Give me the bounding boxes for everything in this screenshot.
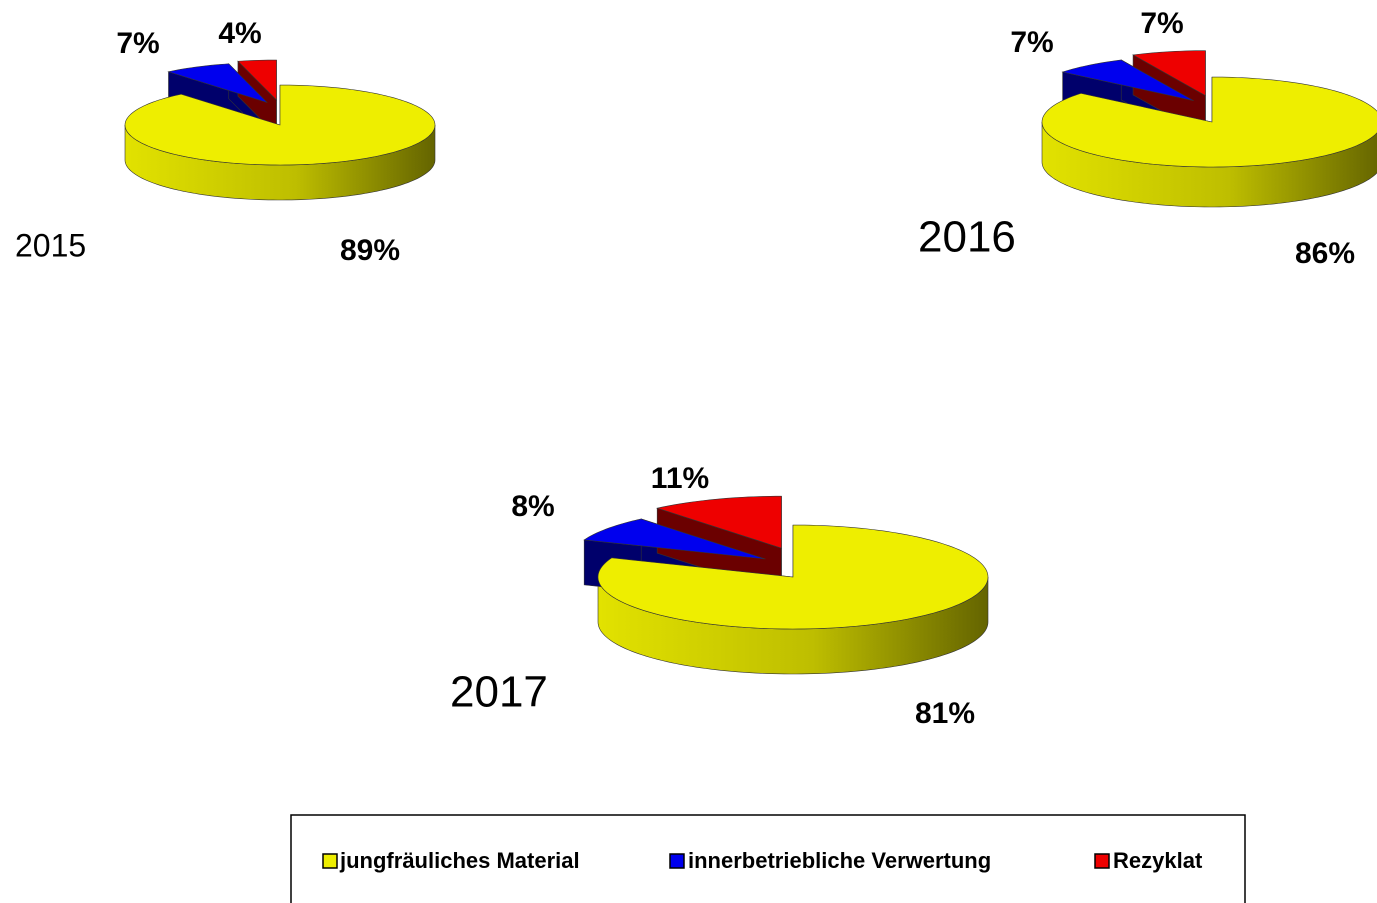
slice xyxy=(583,518,766,560)
data-label: 11% xyxy=(651,462,709,495)
legend-label: Rezyklat xyxy=(1113,848,1203,873)
legend-label: jungfräuliches Material xyxy=(339,848,580,873)
data-label: 81% xyxy=(915,697,975,730)
slice xyxy=(1132,50,1206,97)
slice xyxy=(656,495,782,549)
pie xyxy=(124,59,436,201)
slice xyxy=(1061,59,1194,101)
legend-swatch xyxy=(1094,853,1110,869)
slice xyxy=(167,63,268,103)
data-label: 4% xyxy=(218,17,261,50)
data-label: 7% xyxy=(116,27,159,60)
pie xyxy=(583,495,989,675)
data-label: 86% xyxy=(1295,237,1355,270)
pie-title: 2017 xyxy=(450,668,548,717)
pie-title: 2016 xyxy=(918,213,1016,262)
slice xyxy=(237,59,277,101)
legend-swatch xyxy=(322,853,338,869)
slice xyxy=(597,524,989,630)
pie xyxy=(1041,50,1377,208)
slice xyxy=(124,84,436,166)
data-label: 7% xyxy=(1010,26,1053,59)
slice xyxy=(1041,76,1377,168)
legend-swatch xyxy=(669,853,685,869)
data-label: 8% xyxy=(511,490,554,523)
legend-box xyxy=(290,814,1246,903)
data-label: 89% xyxy=(340,234,400,267)
legend-label: innerbetriebliche Verwertung xyxy=(688,848,991,873)
data-label: 7% xyxy=(1140,7,1183,40)
pie-title: 2015 xyxy=(15,227,86,263)
